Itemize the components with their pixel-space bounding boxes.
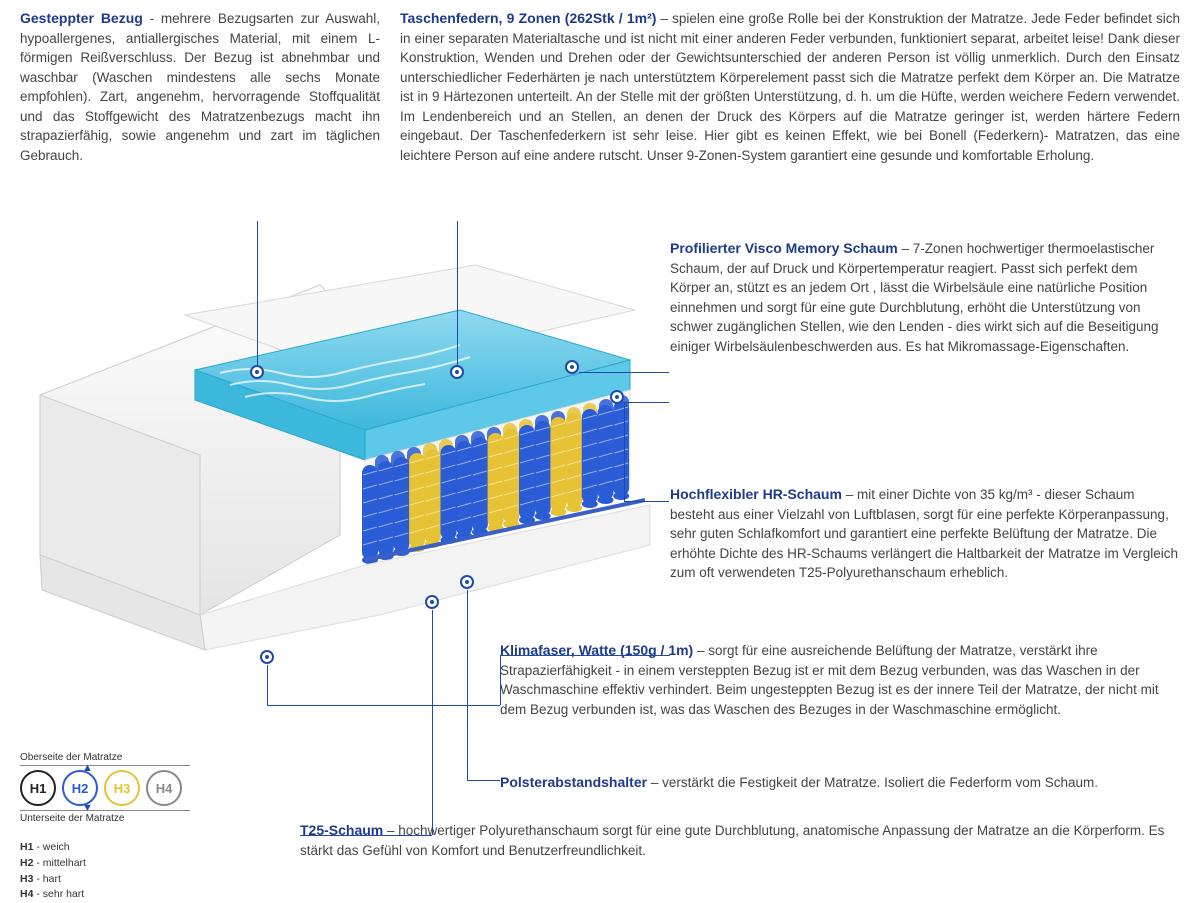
line-visco-h — [579, 372, 669, 373]
hr-title: Hochflexibler HR-Schaum — [670, 486, 842, 502]
point-hr — [610, 390, 624, 404]
polster-text: – verstärkt die Festigkeit der Matratze.… — [647, 775, 1098, 790]
legend-bottom-label: Unterseite der Matratze — [20, 813, 260, 824]
mattress-svg — [20, 255, 660, 675]
line-t25-v — [432, 610, 433, 835]
top-right-block: Taschenfedern, 9 Zonen (262Stk / 1m²) – … — [400, 8, 1180, 166]
callout-polster: Polsterabstandshalter – verstärkt die Fe… — [500, 772, 1180, 793]
point-springs — [450, 365, 464, 379]
arrow-up-icon: ▲ — [82, 762, 93, 774]
legend-row: H2 - mittelhart — [20, 856, 260, 872]
line-cover-v — [257, 221, 258, 371]
line-klima-v2 — [500, 655, 501, 705]
line-hr-h2 — [624, 501, 669, 502]
springs-text: – spielen eine große Rolle bei der Konst… — [400, 11, 1180, 163]
hardness-circle: H2 — [62, 770, 98, 806]
callout-visco: Profilierter Visco Memory Schaum – 7-Zon… — [670, 238, 1180, 356]
legend-circles: ▲ ▼ H1H2H3H4 — [20, 770, 260, 806]
legend-list: H1 - weichH2 - mittelhartH3 - hartH4 - s… — [20, 840, 260, 903]
legend-line-bottom — [20, 810, 190, 811]
mattress-diagram — [20, 225, 660, 705]
polster-title: Polsterabstandshalter — [500, 774, 647, 790]
point-polster — [460, 575, 474, 589]
arrow-down-icon: ▼ — [82, 802, 93, 814]
line-t25-h — [300, 835, 432, 836]
line-klima-h2 — [500, 655, 670, 656]
callout-hr: Hochflexibler HR-Schaum – mit einer Dich… — [670, 484, 1180, 583]
visco-title: Profilierter Visco Memory Schaum — [670, 240, 898, 256]
point-klima — [260, 650, 274, 664]
line-springs-v — [457, 221, 458, 371]
legend-row: H3 - hart — [20, 872, 260, 888]
hardness-circle: H1 — [20, 770, 56, 806]
callout-klima: Klimafaser, Watte (150g / 1m) – sorgt fü… — [500, 640, 1180, 719]
point-cover — [250, 365, 264, 379]
hardness-circle: H3 — [104, 770, 140, 806]
line-hr-h — [624, 402, 669, 403]
legend-line-top — [20, 765, 190, 766]
hardness-legend: Oberseite der Matratze ▲ ▼ H1H2H3H4 Unte… — [20, 752, 260, 903]
cover-text: - mehrere Bezugsarten zur Auswahl, hypoa… — [20, 11, 380, 163]
hardness-circle: H4 — [146, 770, 182, 806]
cover-title: Gesteppter Bezug — [20, 10, 143, 26]
top-text-row: Gesteppter Bezug - mehrere Bezugsarten z… — [0, 0, 1200, 166]
line-klima-v — [267, 665, 268, 705]
legend-top-label: Oberseite der Matratze — [20, 752, 260, 763]
line-polster-h — [467, 780, 500, 781]
legend-row: H1 - weich — [20, 840, 260, 856]
legend-row: H4 - sehr hart — [20, 887, 260, 903]
t25-text: – hochwertiger Polyurethanschaum sorgt f… — [300, 823, 1164, 858]
springs-title: Taschenfedern, 9 Zonen (262Stk / 1m²) — [400, 10, 656, 26]
line-hr-v — [624, 402, 625, 502]
point-t25 — [425, 595, 439, 609]
visco-text: – 7-Zonen hochwertiger thermoelastischer… — [670, 241, 1159, 354]
line-polster-v — [467, 590, 468, 780]
top-left-block: Gesteppter Bezug - mehrere Bezugsarten z… — [20, 8, 380, 166]
point-visco — [565, 360, 579, 374]
line-klima-h — [267, 705, 500, 706]
